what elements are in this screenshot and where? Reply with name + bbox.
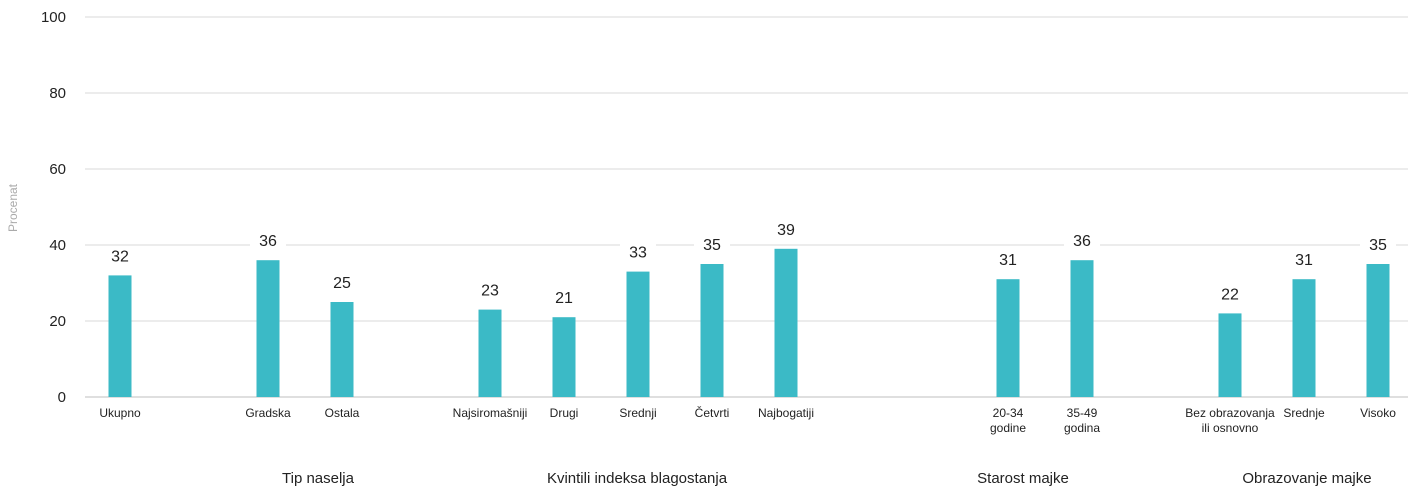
gridlines [85, 16, 1408, 398]
x-tick-label: godina [1064, 421, 1100, 435]
data-label: 33 [629, 245, 647, 262]
x-tick-label: Gradska [245, 406, 291, 420]
bar [256, 260, 280, 397]
x-axis-ticks: Ukupno Gradska Ostala Najsiromašniji Drugi Sr… [99, 405, 1396, 435]
x-tick-label: Srednji [619, 406, 656, 420]
data-label-background [102, 246, 138, 268]
data-label-background [1212, 284, 1248, 306]
x-tick-label: Ukupno [99, 406, 141, 420]
y-axis-title: Procenat [6, 183, 20, 232]
y-tick-label: 100 [41, 9, 66, 26]
x-tick-label: 35-49 [1067, 406, 1098, 420]
data-label-background [768, 219, 804, 241]
data-label: 31 [999, 252, 1017, 269]
data-label-background [694, 235, 730, 256]
y-tick-label: 0 [58, 389, 66, 406]
bar [1218, 313, 1242, 397]
data-label: 35 [703, 237, 721, 254]
bar [478, 309, 502, 397]
bar [1070, 260, 1094, 397]
x-tick-label: ili osnovno [1202, 421, 1259, 435]
group-label: Starost majke [977, 470, 1069, 487]
data-label: 25 [333, 275, 351, 292]
x-tick-label: Ostala [325, 406, 360, 420]
bar [330, 302, 354, 397]
bar [1366, 264, 1390, 397]
data-label-background [1360, 235, 1396, 256]
x-tick-label: Visoko [1360, 406, 1396, 420]
x-tick-label: Najbogatiji [758, 406, 814, 420]
data-label-background [472, 280, 508, 302]
x-tick-label: Drugi [550, 406, 579, 420]
data-label-background [324, 273, 360, 294]
data-label: 23 [481, 283, 499, 300]
data-label: 32 [111, 248, 129, 265]
group-label: Tip naselja [282, 470, 355, 487]
bar [774, 248, 798, 397]
data-label: 36 [1073, 233, 1091, 250]
data-label-background [1286, 250, 1322, 272]
y-tick-label: 40 [49, 237, 66, 254]
data-labels: 32 36 25 23 21 33 35 39 31 36 22 31 35 [102, 219, 1396, 310]
data-label: 31 [1295, 252, 1313, 269]
data-label-background [990, 250, 1026, 272]
bar [552, 317, 576, 397]
data-label: 22 [1221, 286, 1239, 303]
x-tick-label: Bez obrazovanja [1185, 406, 1275, 420]
bar [996, 279, 1020, 397]
bar [1292, 279, 1316, 397]
bar [626, 271, 650, 397]
data-label: 35 [1369, 237, 1387, 254]
data-label: 36 [259, 233, 277, 250]
data-label-background [546, 288, 582, 310]
group-label: Kvintili indeksa blagostanja [547, 470, 728, 487]
x-tick-label: 20-34 [993, 406, 1024, 420]
y-tick-label: 80 [49, 85, 66, 102]
y-axis-ticks: 0 20 40 60 80 100 [41, 9, 66, 406]
x-tick-label: godine [990, 421, 1026, 435]
bar [108, 275, 132, 397]
data-label: 21 [555, 290, 573, 307]
x-tick-label: Srednje [1283, 406, 1325, 420]
bars [108, 248, 1390, 397]
group-label: Obrazovanje majke [1242, 470, 1371, 487]
bar [700, 264, 724, 397]
data-label-background [250, 231, 286, 253]
group-labels: Tip naselja Kvintili indeksa blagostanja S… [282, 470, 1372, 487]
x-tick-label: Najsiromašniji [453, 406, 528, 420]
y-tick-label: 60 [49, 161, 66, 178]
data-label: 39 [777, 222, 795, 239]
x-tick-label: Četvrti [695, 405, 730, 420]
y-tick-label: 20 [49, 313, 66, 330]
data-label-background [1064, 231, 1100, 253]
data-label-background [620, 242, 656, 264]
